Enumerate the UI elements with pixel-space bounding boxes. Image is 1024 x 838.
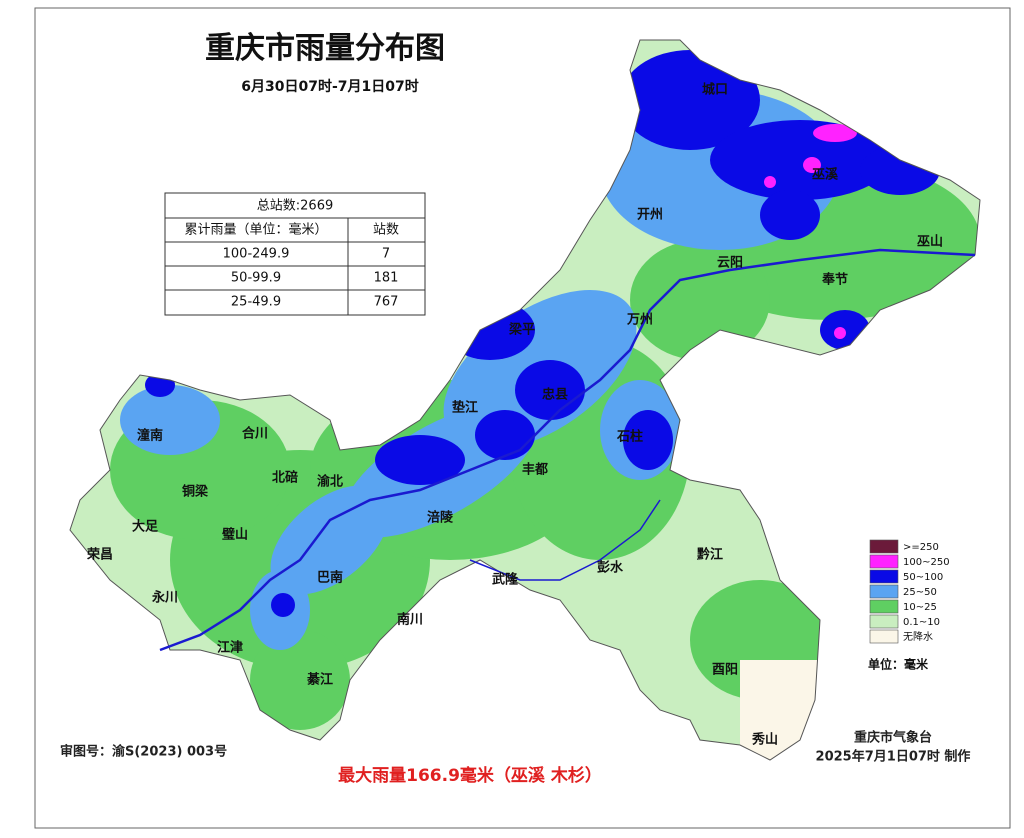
legend-label: 50~100 xyxy=(903,572,943,583)
district-label: 铜梁 xyxy=(181,484,209,500)
district-label: 潼南 xyxy=(137,428,163,444)
table-cell: 50-99.9 xyxy=(231,271,281,286)
table-header: 站数 xyxy=(373,223,399,238)
district-label: 秀山 xyxy=(751,732,778,748)
legend-swatch xyxy=(869,554,899,569)
district-label: 酉阳 xyxy=(712,663,738,678)
table-cell: 100-249.9 xyxy=(223,247,290,262)
issue-date: 2025年7月1日07时 制作 xyxy=(816,749,971,765)
district-label: 永川 xyxy=(151,590,178,606)
district-label: 忠县 xyxy=(542,387,568,403)
district-label: 梁平 xyxy=(508,322,535,338)
legend-swatch xyxy=(869,569,899,584)
district-label: 城口 xyxy=(702,82,728,98)
map-subtitle: 6月30日07时-7月1日07时 xyxy=(241,78,418,95)
table-total: 总站数:2669 xyxy=(257,199,333,214)
district-label: 巫山 xyxy=(917,234,943,250)
district-label: 丰都 xyxy=(522,462,548,478)
district-label: 万州 xyxy=(626,313,653,328)
district-label: 开州 xyxy=(637,208,663,223)
district-label: 綦江 xyxy=(306,672,333,688)
table-cell: 7 xyxy=(382,247,390,262)
district-label: 垫江 xyxy=(452,400,478,416)
legend-swatch xyxy=(869,614,899,629)
map-title: 重庆市雨量分布图 xyxy=(205,31,445,66)
legend-label: 100~250 xyxy=(903,557,950,568)
district-label: 渝北 xyxy=(317,474,343,490)
legend-swatch xyxy=(869,584,899,599)
legend: >=250 100~250 50~100 25~50 10~25 0.1~10 无降水单位：… xyxy=(868,539,950,672)
legend-swatch xyxy=(869,629,899,644)
table-header: 累计雨量（单位：毫米） xyxy=(184,222,327,238)
district-label: 巴南 xyxy=(317,570,343,586)
legend-swatch xyxy=(869,539,899,554)
district-label: 彭水 xyxy=(597,560,624,576)
district-label: 大足 xyxy=(132,519,159,535)
district-label: 巫溪 xyxy=(812,167,839,183)
legend-label: 无降水 xyxy=(903,630,933,643)
table-cell: 181 xyxy=(374,271,399,286)
legend-swatch xyxy=(869,599,899,614)
table-cell: 25-49.9 xyxy=(231,295,281,310)
legend-unit: 单位：毫米 xyxy=(868,657,929,672)
district-label: 南川 xyxy=(397,612,423,628)
legend-label: 25~50 xyxy=(903,587,937,598)
legend-label: >=250 xyxy=(903,542,939,553)
district-label: 北碚 xyxy=(272,470,298,486)
district-label: 荣昌 xyxy=(86,547,113,563)
legend-label: 0.1~10 xyxy=(903,617,940,628)
legend-label: 10~25 xyxy=(903,602,937,613)
station-table: 总站数:2669 累计雨量（单位：毫米） 站数 100-249.9 7 50-99.… xyxy=(164,192,426,316)
district-label: 涪陵 xyxy=(427,510,454,526)
district-label: 奉节 xyxy=(821,272,848,288)
district-label: 石柱 xyxy=(616,429,643,445)
district-label: 云阳 xyxy=(717,256,743,271)
district-label: 合川 xyxy=(242,426,268,442)
approval-number: 审图号：渝S(2023) 003号 xyxy=(60,744,227,760)
district-label: 武隆 xyxy=(492,572,519,588)
yangtze-river xyxy=(159,248,976,652)
district-label: 黔江 xyxy=(697,547,723,563)
district-label: 璧山 xyxy=(222,527,248,543)
wu-river xyxy=(469,499,661,581)
table-cell: 767 xyxy=(374,295,399,310)
agency: 重庆市气象台 xyxy=(854,730,932,746)
max-rainfall: 最大雨量166.9毫米（巫溪 木杉） xyxy=(338,765,602,786)
district-label: 江津 xyxy=(217,640,243,656)
